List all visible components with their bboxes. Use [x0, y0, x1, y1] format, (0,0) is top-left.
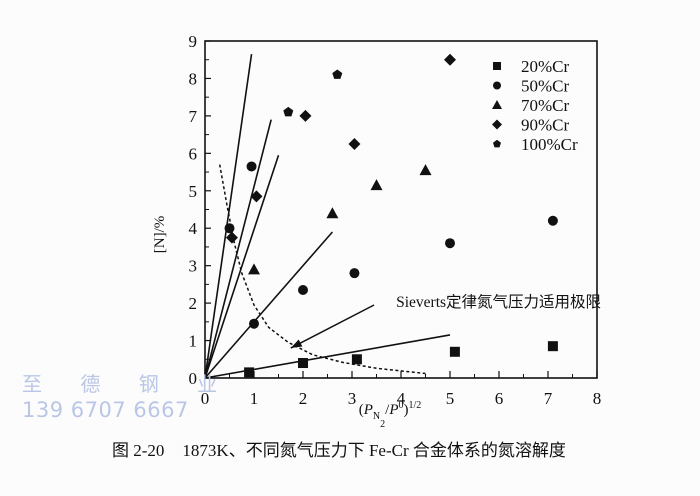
annotation-text: Sieverts定律氮气压力适用极限: [396, 293, 601, 311]
chart-svg: 0 1 2 3 4 5 6 7 8 9 0 1 2 3 4 5 6 7 8 [N]/% (PN2/P0)1/2 20%C…: [152, 32, 601, 430]
x-tick-label: 1: [250, 389, 259, 408]
y-tick-label: 2: [189, 294, 198, 313]
watermark-phone: 139 6707 6667: [22, 398, 189, 422]
arrow-head-icon: [290, 339, 303, 349]
y-axis-label: [N]/%: [152, 216, 168, 254]
watermark-company: 至 德 钢 业: [22, 372, 234, 396]
y-tick-label: 4: [189, 219, 198, 238]
x-tick-label: 4: [397, 389, 406, 408]
circle-marker: [547, 215, 558, 226]
diamond-marker: [225, 231, 238, 244]
triangle-marker: [370, 179, 383, 191]
circle-marker: [445, 238, 455, 249]
annotation: Sieverts定律氮气压力适用极限: [290, 293, 601, 349]
pentagon-marker: [283, 106, 294, 117]
triangle-marker: [419, 164, 432, 176]
annotation-arrow-line: [290, 304, 375, 349]
circle-marker: [349, 268, 360, 279]
fit-line: [204, 231, 334, 379]
circle-marker: [249, 318, 259, 329]
sieverts-limit-curve: [218, 164, 426, 375]
triangle-marker: [492, 100, 502, 109]
legend-label: 50%Cr: [521, 77, 570, 96]
legend-label: 90%Cr: [521, 116, 570, 135]
caption-text: 1873K、不同氮气压力下 Fe-Cr 合金体系的氮溶解度: [182, 441, 566, 460]
x-tick-label: 0: [201, 389, 210, 408]
diamond-marker: [492, 119, 502, 130]
fit-line: [204, 154, 280, 379]
legend-label: 100%Cr: [521, 135, 578, 154]
y-tick-label: 7: [189, 107, 198, 126]
fit-line: [204, 53, 253, 379]
triangle-marker: [326, 207, 339, 219]
caption-number: 图 2-20: [112, 441, 165, 460]
x-tick-label: 6: [495, 389, 504, 408]
y-tick-label: 3: [189, 257, 198, 276]
circle-marker: [493, 81, 501, 90]
circle-marker: [224, 223, 235, 234]
circle-marker: [298, 285, 308, 296]
y-tick-label: 6: [189, 144, 198, 163]
square-marker: [244, 367, 255, 378]
y-tick-label: 0: [189, 369, 198, 388]
data-points: [224, 53, 558, 378]
diamond-marker: [299, 109, 312, 122]
square-marker: [547, 341, 558, 352]
diamond-marker: [250, 190, 263, 203]
square-marker: [351, 354, 362, 365]
x-axis-label: (PN2/P0)1/2: [359, 400, 422, 430]
square-marker: [449, 346, 460, 357]
x-tick-label: 2: [299, 389, 308, 408]
x-tick-label: 5: [446, 389, 455, 408]
fit-line: [204, 119, 272, 379]
legend-label: 70%Cr: [521, 96, 570, 115]
y-tick-label: 1: [189, 332, 198, 351]
y-tick-label: 8: [189, 69, 198, 88]
square-marker: [493, 62, 501, 70]
triangle-marker: [248, 263, 260, 275]
figure-caption: 图 2-20 1873K、不同氮气压力下 Fe-Cr 合金体系的氮溶解度: [112, 436, 566, 461]
x-tick-label: 3: [348, 389, 357, 408]
axes: 0 1 2 3 4 5 6 7 8 9 0 1 2 3 4 5 6 7 8 [N]/% (PN2/P0)1/2: [152, 32, 601, 430]
square-marker: [298, 358, 308, 369]
diamond-marker: [348, 137, 361, 150]
circle-marker: [246, 161, 257, 172]
x-tick-label: 7: [544, 389, 553, 408]
dashed-limit-curve: [218, 164, 426, 375]
x-tick-label: 8: [593, 389, 602, 408]
y-tick-label: 9: [189, 32, 198, 51]
pentagon-marker: [493, 139, 501, 148]
diamond-marker: [444, 53, 456, 66]
y-tick-label: 5: [189, 182, 198, 201]
legend-label: 20%Cr: [521, 57, 570, 76]
pentagon-marker: [332, 69, 343, 79]
